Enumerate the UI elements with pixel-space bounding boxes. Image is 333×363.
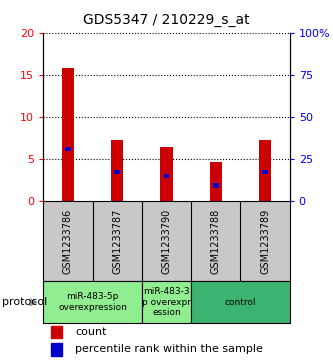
Bar	[213, 183, 219, 188]
Bar	[191, 281, 290, 323]
Bar	[142, 281, 191, 323]
Text: GSM1233786: GSM1233786	[63, 209, 73, 274]
Bar	[114, 170, 120, 174]
Text: count: count	[75, 327, 107, 337]
Bar	[51, 343, 62, 356]
Bar	[65, 147, 71, 151]
Bar	[259, 140, 271, 201]
Bar	[51, 326, 62, 338]
Text: percentile rank within the sample: percentile rank within the sample	[75, 344, 263, 354]
Bar	[62, 68, 74, 201]
Text: GSM1233787: GSM1233787	[112, 209, 122, 274]
Text: miR-483-3
p overexpr
ession: miR-483-3 p overexpr ession	[142, 287, 191, 317]
Text: protocol: protocol	[2, 297, 47, 307]
Bar	[161, 147, 172, 201]
Bar	[262, 170, 268, 174]
Bar	[111, 140, 123, 201]
Text: GSM1233788: GSM1233788	[211, 209, 221, 274]
Bar	[43, 281, 142, 323]
Bar	[164, 174, 169, 178]
Text: control: control	[225, 298, 256, 307]
Text: GDS5347 / 210229_s_at: GDS5347 / 210229_s_at	[83, 13, 250, 27]
Text: GSM1233789: GSM1233789	[260, 209, 270, 274]
Text: miR-483-5p
overexpression: miR-483-5p overexpression	[58, 293, 127, 312]
Bar	[210, 162, 222, 201]
Text: GSM1233790: GSM1233790	[162, 209, 171, 274]
